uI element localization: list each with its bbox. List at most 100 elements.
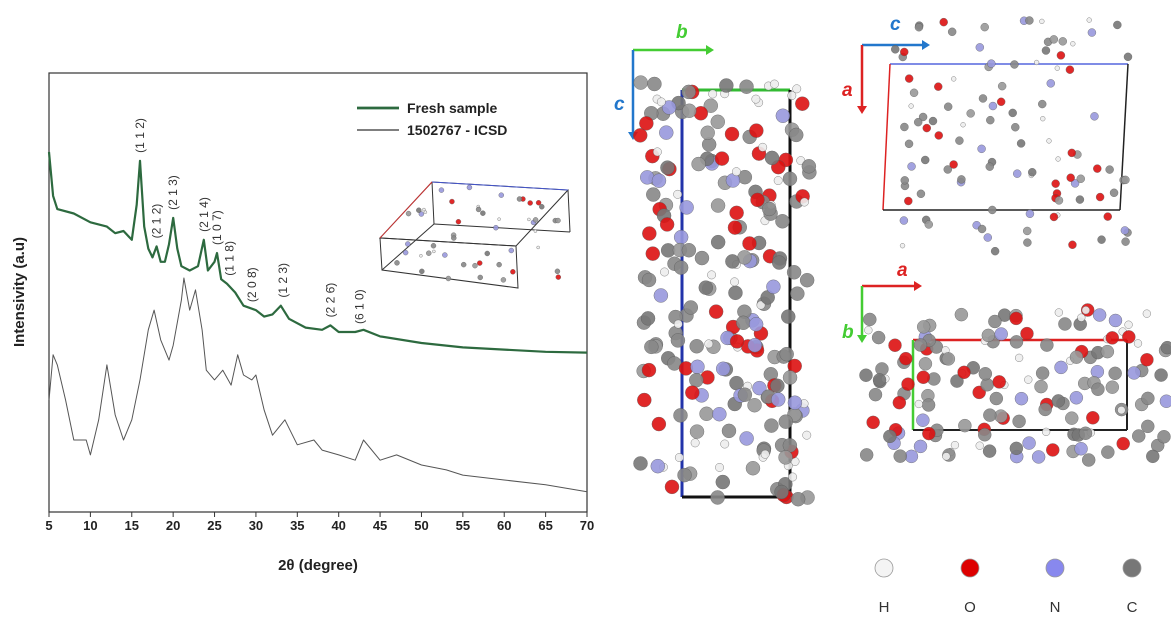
atom: [1049, 212, 1059, 222]
atom: [921, 155, 930, 165]
atom: [1046, 138, 1052, 144]
atom: [736, 315, 751, 330]
atom: [1116, 436, 1130, 451]
atom: [661, 100, 677, 115]
atom: [918, 357, 933, 371]
atom: [868, 387, 883, 402]
atom: [477, 260, 483, 266]
atom: [988, 314, 1002, 329]
atom: [859, 448, 874, 462]
atom: [781, 309, 796, 324]
atom: [455, 219, 462, 225]
atom: [787, 395, 803, 410]
peak-label: (1 0 7): [210, 210, 224, 245]
atom: [801, 159, 817, 174]
atom: [729, 334, 745, 349]
atom: [900, 47, 909, 57]
atom: [714, 151, 730, 166]
atom: [992, 375, 1006, 389]
atom: [904, 139, 914, 149]
atom: [792, 84, 802, 94]
atom: [1070, 179, 1080, 188]
atom: [1013, 169, 1022, 178]
atom: [978, 428, 992, 442]
atom: [685, 385, 700, 400]
atom: [1046, 79, 1055, 88]
atom: [1113, 20, 1122, 30]
atom: [641, 272, 657, 288]
atom: [423, 210, 428, 214]
atom: [460, 261, 467, 268]
atom: [766, 279, 781, 294]
atom: [988, 205, 997, 215]
atom: [737, 250, 752, 265]
atom: [681, 84, 696, 100]
atom: [1132, 429, 1146, 443]
atom: [950, 374, 964, 388]
atom: [802, 430, 812, 440]
axis-label: a: [842, 80, 853, 101]
atom: [416, 207, 422, 213]
atom: [782, 171, 798, 186]
atom: [1146, 449, 1160, 464]
atom: [1054, 196, 1064, 205]
atom: [1122, 330, 1136, 344]
atom: [652, 147, 662, 157]
atom: [729, 375, 744, 391]
atom-key-label: C: [1127, 599, 1138, 616]
atom: [660, 160, 675, 175]
atom: [720, 439, 730, 449]
atom: [764, 418, 779, 433]
series-line: [47, 151, 588, 354]
peak-label: (6 1 0): [352, 289, 366, 324]
atom: [1041, 46, 1051, 55]
atom: [1140, 353, 1154, 367]
atom: [778, 450, 793, 465]
atom: [891, 45, 900, 54]
atom: [535, 200, 542, 206]
atom: [907, 162, 916, 171]
atom-cloud: [859, 303, 1171, 467]
atom: [516, 196, 523, 202]
atom: [782, 370, 798, 385]
atom: [990, 246, 1000, 256]
atom: [899, 351, 913, 366]
atom: [916, 189, 926, 199]
atom: [731, 167, 741, 177]
axis-label: c: [614, 94, 625, 115]
atom: [928, 116, 938, 126]
atom: [909, 88, 919, 98]
atom: [1077, 313, 1086, 322]
atom: [405, 241, 411, 247]
atom: [1120, 226, 1130, 235]
atom: [934, 82, 943, 91]
atom: [510, 269, 516, 275]
atom: [786, 265, 802, 280]
atom: [419, 254, 423, 258]
atom: [724, 126, 740, 142]
atom: [681, 243, 697, 258]
atom: [1133, 339, 1143, 348]
atom: [496, 261, 502, 268]
atom: [426, 250, 432, 256]
peak-label: (1 1 2): [133, 118, 147, 153]
atom: [899, 243, 906, 249]
atom: [419, 268, 425, 275]
atom: [645, 246, 660, 261]
peak-label: (2 2 6̄): [323, 283, 337, 318]
atom: [442, 252, 448, 258]
atom: [704, 339, 714, 349]
atom: [978, 94, 988, 103]
atom: [994, 327, 1008, 341]
atom-key-label: H: [879, 599, 890, 616]
peak-label: (1 1 8): [222, 241, 236, 276]
atom: [913, 117, 923, 127]
atom: [1038, 402, 1052, 417]
atom: [1141, 419, 1155, 434]
atom: [1101, 445, 1115, 459]
atom: [866, 415, 880, 430]
atom: [1076, 174, 1085, 183]
atom: [475, 206, 482, 213]
atom: [1009, 441, 1024, 456]
x-tick-label: 35: [290, 518, 304, 533]
